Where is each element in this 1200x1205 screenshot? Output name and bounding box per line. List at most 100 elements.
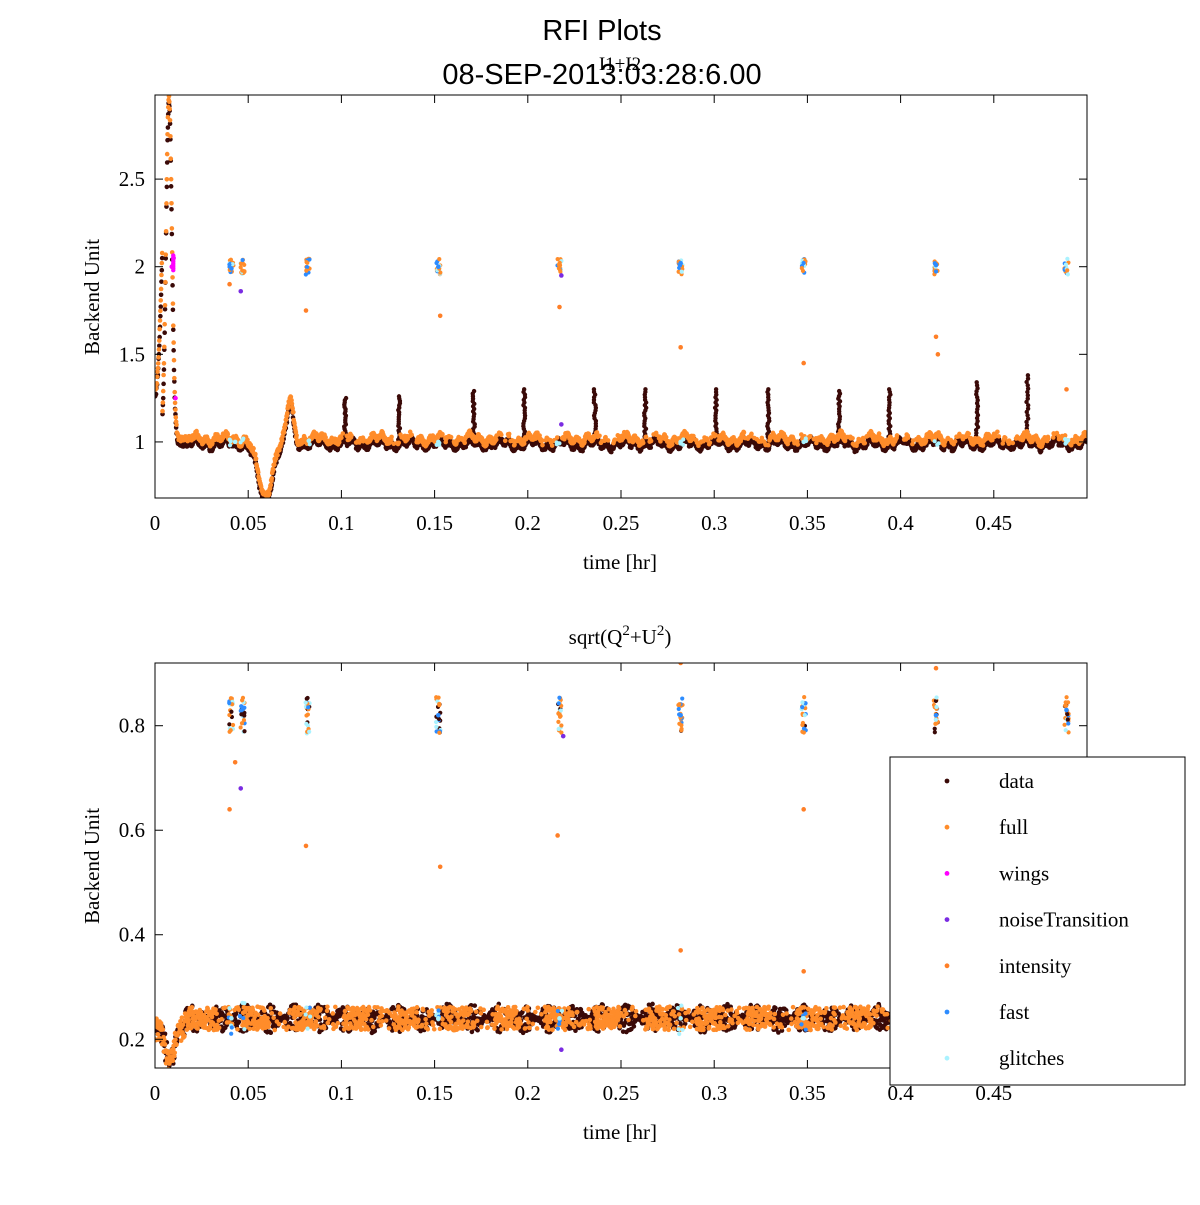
full-point bbox=[389, 435, 394, 440]
full-point bbox=[254, 456, 259, 461]
full-point bbox=[349, 433, 354, 438]
full-point bbox=[169, 177, 174, 182]
full-point bbox=[159, 287, 164, 292]
cal-point bbox=[1065, 268, 1069, 272]
full-point bbox=[641, 441, 646, 446]
full-point bbox=[163, 280, 168, 285]
full-point bbox=[161, 400, 166, 405]
glitches-point bbox=[555, 440, 559, 444]
figure-title: RFI Plots bbox=[542, 15, 661, 47]
cal-point bbox=[1065, 257, 1069, 261]
title-part-close: ) bbox=[664, 625, 671, 649]
full-point bbox=[606, 438, 611, 443]
full-point bbox=[167, 94, 172, 99]
full-point bbox=[172, 376, 177, 381]
full-point bbox=[160, 409, 165, 414]
full-point bbox=[164, 201, 169, 206]
glitches-point bbox=[678, 441, 682, 445]
noiseTransition-point bbox=[559, 273, 564, 278]
data-point bbox=[714, 387, 718, 391]
cal-point bbox=[801, 261, 805, 265]
full-point bbox=[766, 443, 771, 448]
full-point bbox=[494, 437, 499, 442]
full-point bbox=[156, 355, 161, 360]
glitches-point bbox=[933, 439, 937, 443]
data-point bbox=[172, 368, 177, 373]
data-point bbox=[171, 348, 176, 353]
full-point bbox=[256, 470, 261, 475]
full-point bbox=[862, 441, 867, 446]
full-point bbox=[173, 415, 178, 420]
glitches-point bbox=[935, 443, 939, 447]
full-point bbox=[644, 435, 649, 440]
full-point bbox=[156, 361, 161, 366]
glitches-point bbox=[435, 443, 439, 447]
data-point bbox=[170, 232, 175, 237]
data-point bbox=[165, 185, 170, 190]
data-point bbox=[887, 387, 891, 391]
noiseTransition-point bbox=[559, 422, 564, 427]
wings-point bbox=[171, 253, 175, 257]
plot-title-bottom: sqrt(Q2+U2) bbox=[569, 623, 672, 649]
cal-point bbox=[304, 269, 308, 273]
full-point bbox=[168, 134, 173, 139]
intensity-point bbox=[936, 352, 941, 357]
full-point bbox=[664, 435, 669, 440]
intensity-point bbox=[304, 308, 309, 313]
data-point bbox=[170, 283, 175, 288]
full-point bbox=[555, 435, 560, 440]
glitches-point bbox=[228, 443, 232, 447]
full-point bbox=[742, 430, 747, 435]
cal-point bbox=[307, 257, 311, 261]
full-point bbox=[597, 433, 602, 438]
full-point bbox=[285, 411, 290, 416]
full-point bbox=[162, 322, 167, 327]
data-point bbox=[161, 396, 166, 401]
data-point bbox=[169, 184, 174, 189]
cal-point bbox=[934, 269, 938, 273]
intensity-point bbox=[227, 282, 232, 287]
data-point bbox=[171, 307, 176, 312]
data-point bbox=[522, 387, 526, 391]
full-point bbox=[173, 401, 178, 406]
data-point bbox=[161, 382, 166, 387]
full-point bbox=[708, 440, 713, 445]
full-point bbox=[997, 434, 1002, 439]
full-point bbox=[550, 443, 555, 448]
full-point bbox=[462, 441, 467, 446]
glitches-point bbox=[1063, 442, 1067, 446]
data-point bbox=[266, 498, 271, 503]
cal-cluster bbox=[1062, 257, 1070, 277]
full-point bbox=[168, 118, 173, 123]
intensity-point bbox=[1064, 387, 1069, 392]
full-point bbox=[1010, 441, 1015, 446]
data-point bbox=[163, 307, 168, 312]
data-point bbox=[766, 387, 770, 391]
data-spike bbox=[974, 380, 980, 444]
series-data bbox=[153, 101, 1090, 504]
intensity-point bbox=[438, 313, 443, 318]
full-point bbox=[272, 462, 277, 467]
x-tick-label: 0 bbox=[150, 511, 161, 535]
intensity-point bbox=[801, 361, 806, 366]
full-point bbox=[499, 433, 504, 438]
full-point bbox=[895, 433, 900, 438]
full-point bbox=[163, 303, 168, 308]
full-point bbox=[165, 177, 170, 182]
data-point bbox=[648, 445, 653, 450]
series-markers bbox=[169, 253, 1070, 447]
data-point bbox=[265, 499, 270, 504]
full-point bbox=[294, 433, 299, 438]
data-point bbox=[643, 387, 647, 391]
glitches-point bbox=[803, 438, 807, 442]
full-point bbox=[163, 252, 168, 257]
title-part-sqrt: sqrt(Q bbox=[569, 625, 623, 649]
intensity-point bbox=[934, 335, 939, 340]
cal-cluster bbox=[238, 258, 246, 276]
cal-point bbox=[680, 270, 684, 274]
glitches-point bbox=[1063, 437, 1067, 441]
full-point bbox=[171, 340, 176, 345]
full-point bbox=[157, 327, 162, 332]
